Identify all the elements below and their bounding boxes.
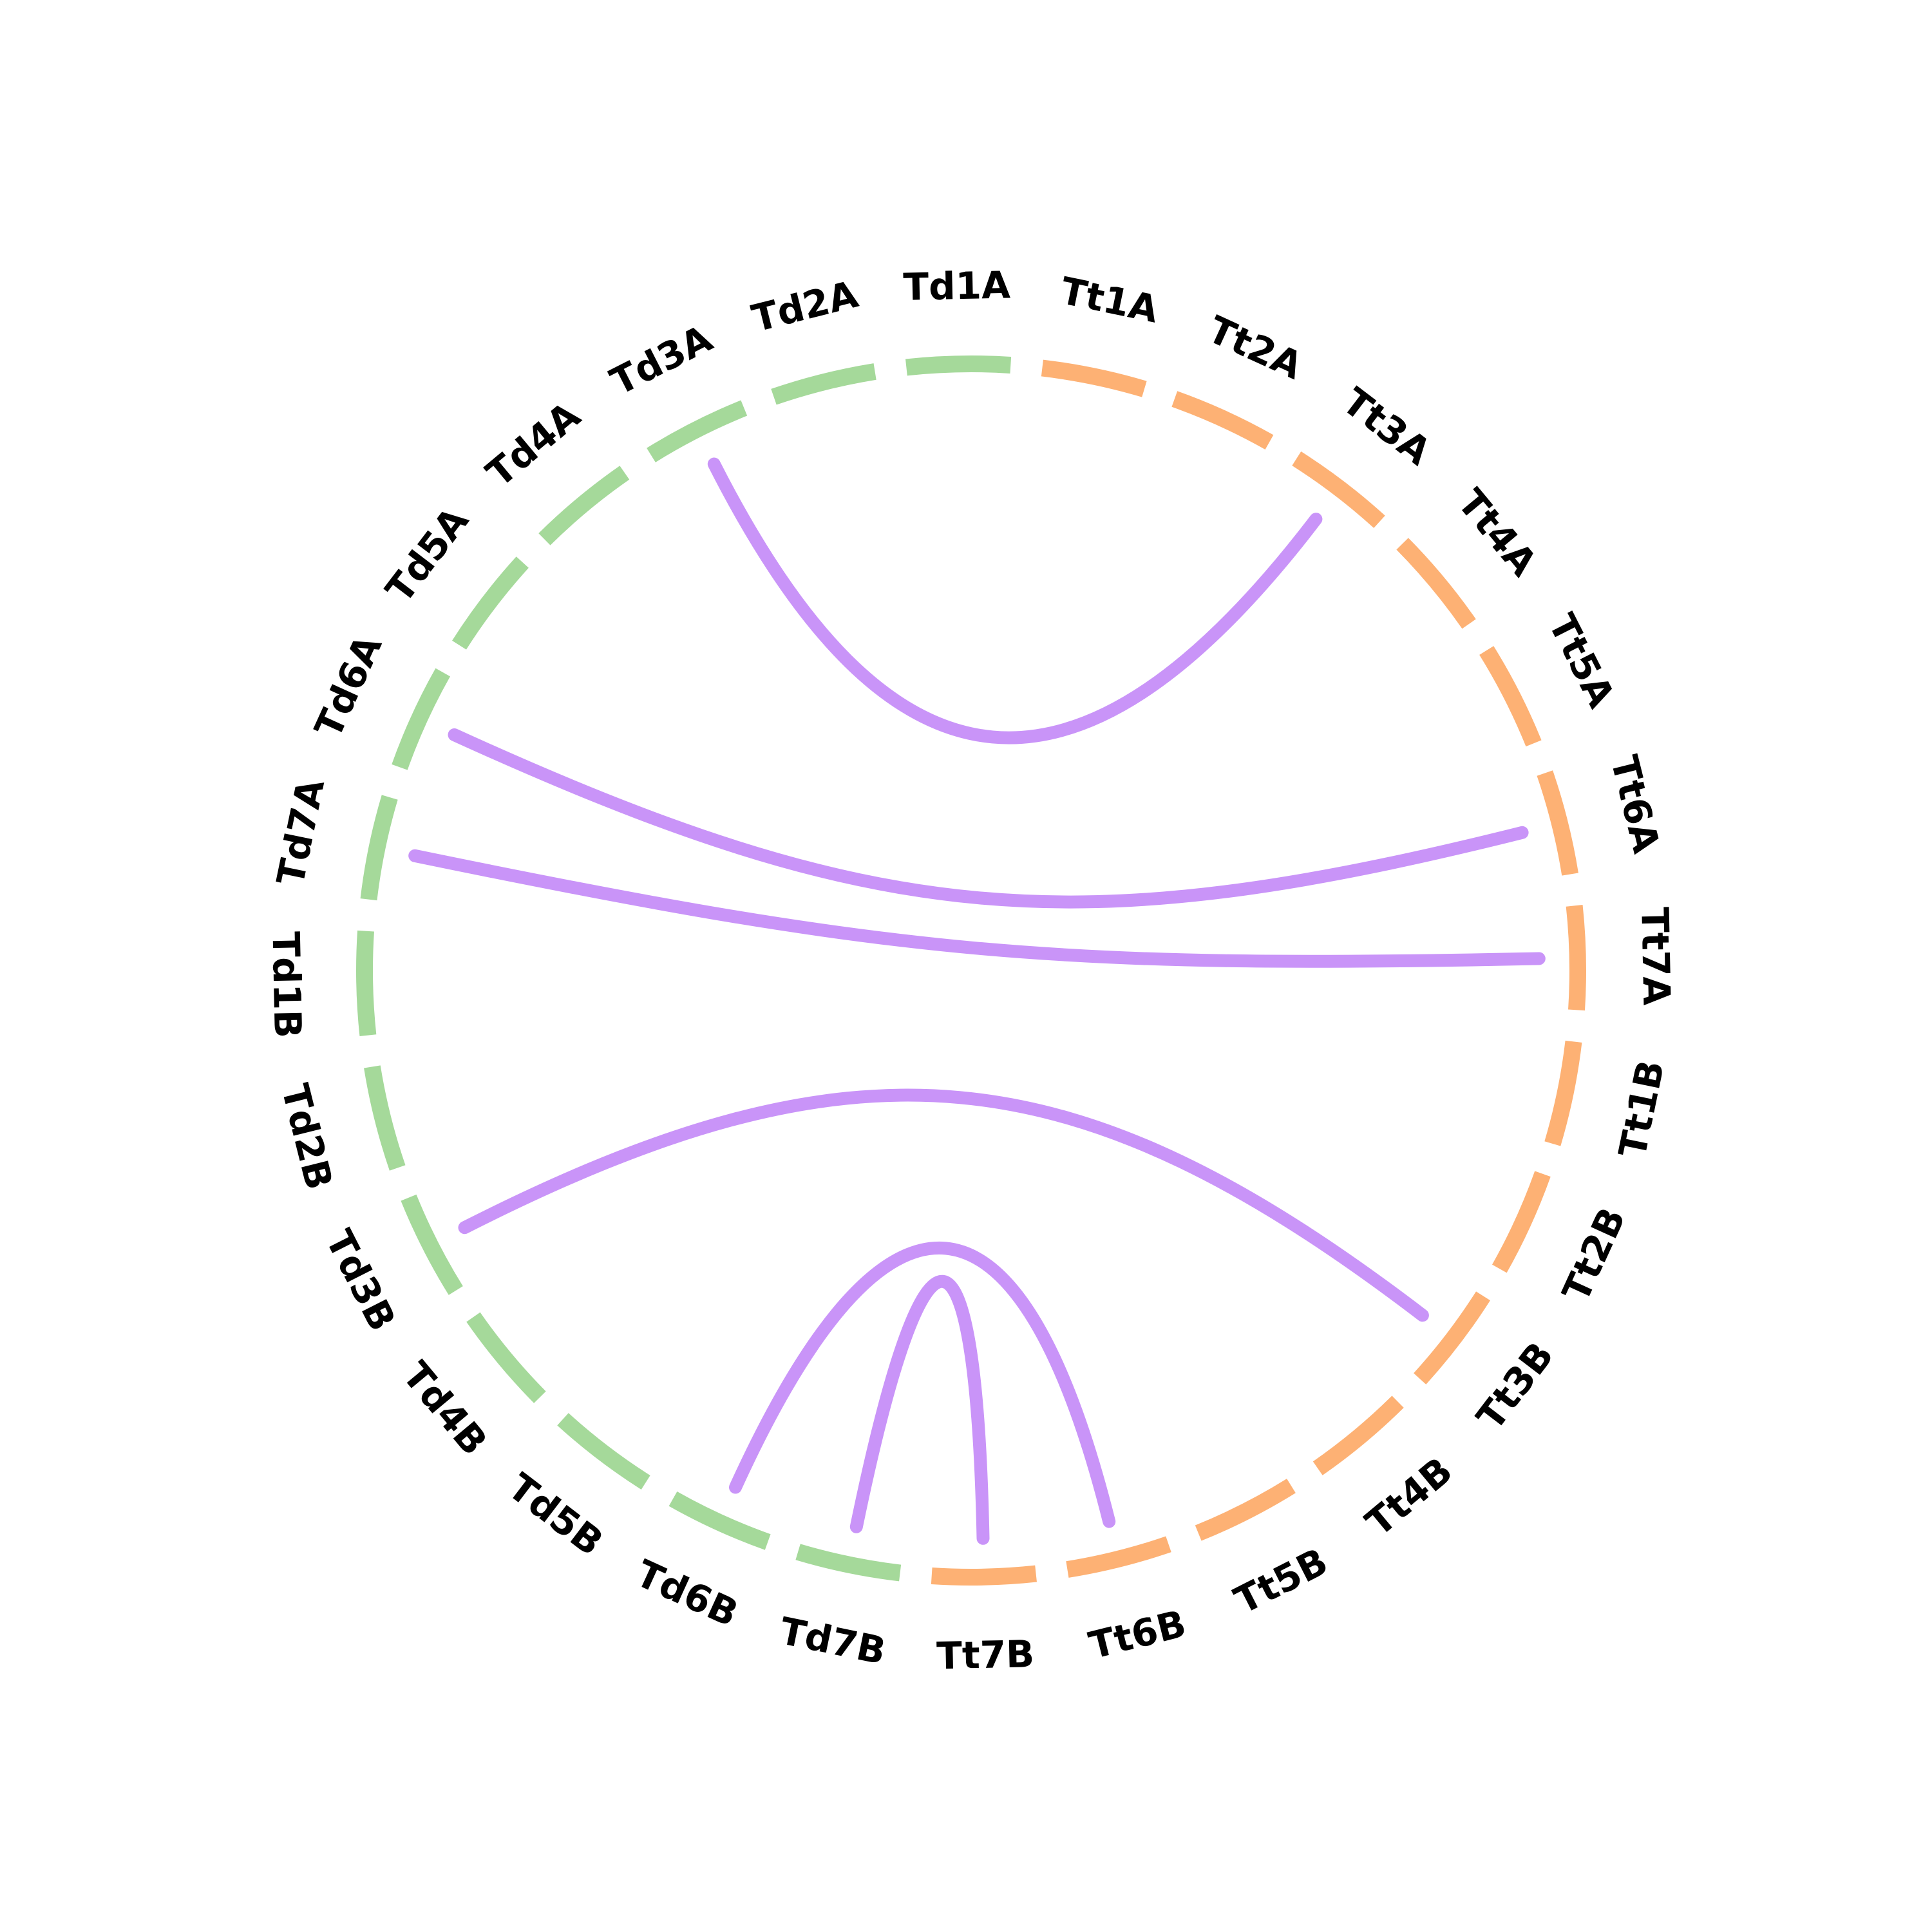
segment-label-tt2a: Tt2A xyxy=(1202,307,1309,388)
segment-label-tt3a: Tt3A xyxy=(1334,379,1439,474)
segment-label-tt5b: Tt5B xyxy=(1227,1539,1334,1622)
chord-link-td6b-tt6b xyxy=(729,1241,1116,1528)
segment-label-tt2b: Tt2B xyxy=(1554,1201,1634,1308)
segment-arc-td4b xyxy=(466,1312,546,1403)
segment-label-tt4b: Tt4B xyxy=(1358,1448,1461,1544)
segment-arc-td5b xyxy=(557,1413,650,1490)
segment-label-tt7a: Tt7A xyxy=(1633,907,1678,1006)
chord-link-td3b-tt3b xyxy=(458,1088,1429,1322)
segment-label-tt4a: Tt4A xyxy=(1449,481,1546,585)
segment-label-tt1b: Tt1B xyxy=(1610,1057,1672,1161)
segment-label-td6a: Td6A xyxy=(306,629,390,744)
segment-label-td7a: Td7A xyxy=(269,775,333,889)
segment-arc-tt6a xyxy=(1537,770,1578,876)
segment-label-tt6a: Tt6A xyxy=(1602,752,1669,858)
segment-arc-tt1b xyxy=(1544,1040,1582,1146)
segment-arc-tt5a xyxy=(1479,646,1542,747)
segment-arc-td2a xyxy=(771,363,876,405)
segment-arc-td3a xyxy=(647,400,748,462)
segment-label-tt6b: Tt6B xyxy=(1084,1602,1190,1668)
segment-label-td3b: Td3B xyxy=(317,1223,404,1338)
segment-label-tt3b: Tt3B xyxy=(1468,1334,1562,1438)
segment-arc-td3b xyxy=(401,1194,463,1295)
segment-label-td4a: Td4A xyxy=(478,393,588,496)
segment-arc-td6b xyxy=(668,1491,771,1550)
segment-label-tt1a: Tt1A xyxy=(1057,269,1162,331)
segment-label-td1b: Td1B xyxy=(263,931,309,1039)
segment-arc-tt2b xyxy=(1492,1171,1551,1273)
segment-arc-tt4b xyxy=(1312,1396,1404,1475)
segment-arc-td4a xyxy=(538,466,630,545)
segment-arc-td7a xyxy=(360,795,398,901)
segment-label-tt5a: Tt5A xyxy=(1540,607,1624,714)
segment-label-td2a: Td2A xyxy=(748,272,862,341)
segment-arc-tt1a xyxy=(1041,359,1147,397)
segment-arc-td1a xyxy=(905,355,1012,376)
chord-link-td6a-tt6a xyxy=(448,728,1529,909)
segment-arc-td1b xyxy=(356,930,377,1036)
chord-link-td7b-tt7b xyxy=(849,1274,990,1545)
segment-arc-tt7b xyxy=(931,1565,1037,1586)
segment-arc-tt5b xyxy=(1195,1479,1296,1541)
segment-label-td5a: Td5A xyxy=(377,499,477,611)
chord-links xyxy=(408,457,1546,1545)
segment-arc-td7b xyxy=(795,1544,902,1582)
segment-arc-tt3a xyxy=(1292,451,1385,528)
segment-arc-td6a xyxy=(392,668,451,770)
segment-label-td4b: Td4B xyxy=(394,1354,496,1464)
segment-arc-td2b xyxy=(364,1065,406,1171)
segment-arc-tt7a xyxy=(1566,905,1586,1011)
segment-label-td7b: Td7B xyxy=(776,1609,889,1673)
segment-arc-td5a xyxy=(452,556,529,650)
chord-link-td7a-tt7a xyxy=(408,849,1546,968)
segment-arcs xyxy=(356,355,1586,1586)
segment-label-td1a: Td1A xyxy=(903,263,1011,308)
segment-label-td6b: Td6B xyxy=(629,1551,744,1636)
segment-label-tt7b: Tt7B xyxy=(936,1632,1035,1678)
segment-label-td2b: Td2B xyxy=(273,1080,341,1194)
segment-arc-tt4a xyxy=(1396,538,1476,629)
segment-label-td3a: Td3A xyxy=(603,316,719,404)
segment-arc-tt2a xyxy=(1171,391,1274,450)
segment-arc-tt6b xyxy=(1066,1536,1171,1578)
chord-link-td3a-tt3a xyxy=(707,457,1323,744)
segment-label-td5b: Td5B xyxy=(500,1465,611,1565)
segment-arc-tt3b xyxy=(1414,1291,1490,1385)
